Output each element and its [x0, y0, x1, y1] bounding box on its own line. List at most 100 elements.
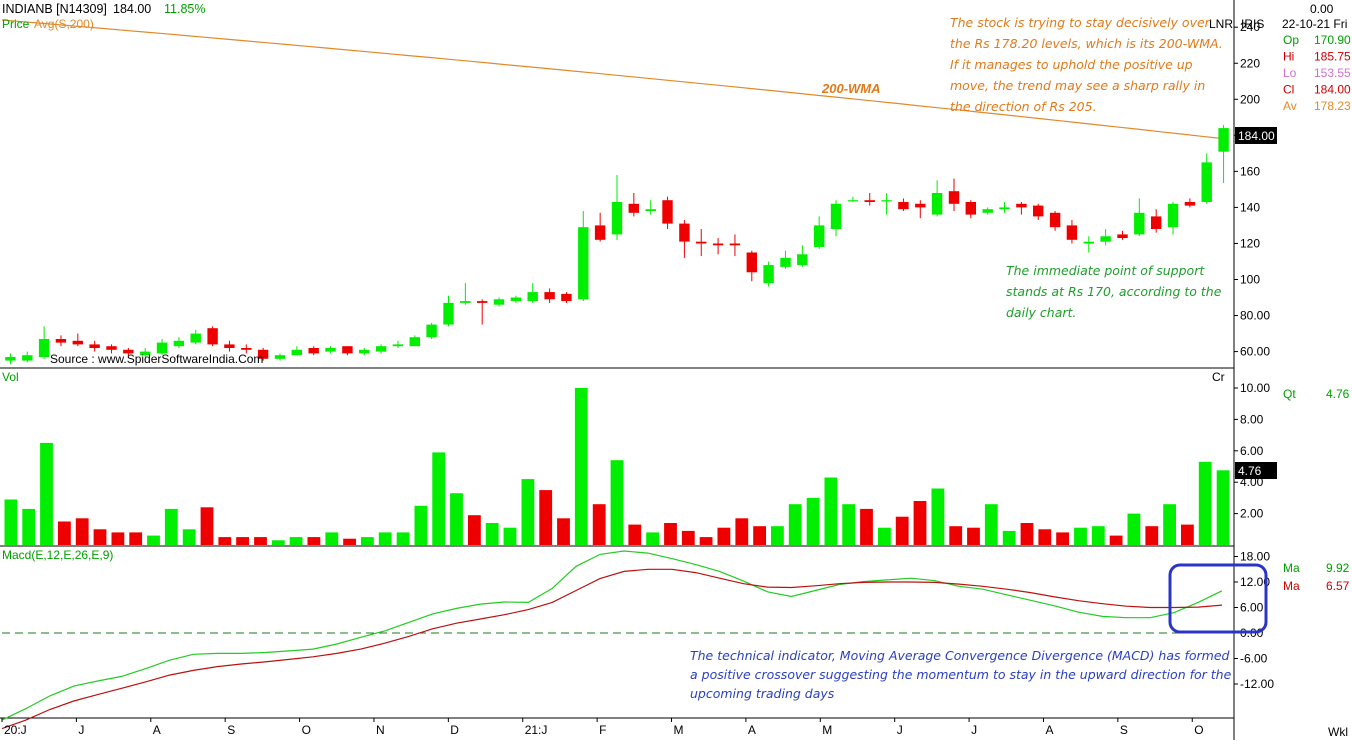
volume-bar [4, 499, 18, 545]
time-tick-label: 21:J [525, 723, 548, 737]
change-percent: 11.85% [164, 2, 205, 16]
price-tick-label: 140 [1240, 200, 1260, 214]
volume-bar [200, 507, 214, 545]
volume-bar [984, 504, 998, 545]
time-tick-label: 20:J [4, 723, 27, 737]
candle-body [325, 348, 336, 352]
candle-body [5, 357, 16, 361]
candle-body [763, 265, 774, 284]
candle-body [1117, 234, 1128, 238]
volume-bar [271, 540, 285, 545]
resistance-line: The stock is trying to stay decisively o… [950, 15, 1210, 30]
candle-body [375, 346, 387, 352]
volume-bar [1109, 535, 1123, 545]
source-watermark: Source : www.SpiderSoftwareIndia.Com [50, 352, 263, 366]
volume-bar [967, 527, 980, 545]
candle-body [679, 223, 690, 242]
volume-bar [361, 537, 374, 545]
resistance-line: the Rs 178.20 levels, which is its 200-W… [950, 36, 1223, 51]
volume-bar [806, 497, 820, 545]
volume-bar [735, 518, 749, 545]
support-line: The immediate point of support [1006, 263, 1205, 278]
candle-body [342, 346, 353, 354]
volume-bar [860, 508, 873, 545]
crossover-highlight-box [1168, 563, 1268, 634]
candle-body [1151, 216, 1162, 229]
volume-tick-label: 2.00 [1240, 507, 1264, 521]
candle-body [392, 344, 404, 347]
signal-legend-value: 6.57 [1326, 579, 1350, 593]
volume-bar [788, 504, 802, 545]
candle-body [830, 203, 842, 229]
macd-tick-label: 6.00 [1240, 601, 1264, 615]
time-tick-label: M [822, 723, 832, 737]
time-tick-label: A [153, 723, 161, 737]
time-tick-label: N [376, 723, 385, 737]
candle-body [931, 193, 943, 215]
candle-body [864, 200, 875, 202]
candle-body [1066, 225, 1078, 240]
candle-body [712, 243, 724, 246]
candle-body [527, 292, 538, 302]
volume-bar [1198, 461, 1212, 545]
macd-tick-label: 18.00 [1240, 550, 1270, 564]
candle-body [106, 346, 117, 350]
source-label: IRIS [1241, 17, 1264, 31]
candle-body [190, 333, 201, 343]
volume-bar [22, 508, 36, 545]
macd-line: The technical indicator, Moving Average … [690, 648, 1230, 663]
volume-bar [1181, 524, 1194, 545]
candle-body [257, 349, 269, 359]
volume-tick-label: 6.00 [1240, 444, 1264, 458]
candle-body [645, 209, 656, 211]
volume-bar [592, 504, 606, 545]
price-tick-label: 200 [1240, 92, 1260, 106]
price-tick-label: 240 [1240, 20, 1260, 34]
macd-annotation: The technical indicator, Moving Average … [690, 646, 1231, 703]
info-label: Hi [1283, 50, 1294, 64]
info-label: Cl [1283, 83, 1294, 97]
candle-body [156, 342, 168, 354]
volume-bar [182, 529, 196, 545]
scale-label: LNR [1209, 17, 1233, 31]
candle-body [578, 227, 589, 300]
time-tick-label: S [1120, 723, 1128, 737]
candle-body [493, 299, 505, 305]
info-label: Op [1283, 33, 1299, 47]
macd-line: a positive crossover suggesting the mome… [690, 667, 1232, 682]
signal-line [1, 568, 1223, 730]
date-label: 22-10-21 Fri [1282, 17, 1347, 31]
candle-body [915, 203, 926, 208]
time-tick-label: O [1194, 723, 1203, 737]
candle-body [611, 202, 623, 235]
volume-bar [557, 518, 570, 545]
candle-body [274, 355, 286, 359]
volume-bar [1127, 513, 1141, 545]
info-value: 153.55 [1314, 66, 1351, 80]
candle-body [477, 301, 488, 303]
time-tick-label: O [302, 723, 311, 737]
volume-bar [485, 523, 499, 545]
wma-annotation: 200-WMA [821, 81, 881, 96]
volume-bar [913, 501, 927, 545]
volume-bar [717, 527, 731, 545]
candle-body [1033, 205, 1044, 217]
volume-bar [147, 535, 160, 545]
candle-body [948, 191, 960, 204]
candle-body [1083, 241, 1094, 244]
candle-body [1016, 203, 1027, 208]
top-value: 0.00 [1310, 2, 1334, 16]
resistance-line: the direction of Rs 205. [950, 99, 1097, 114]
price-axis: 60.00 80.00 100 120 140 160 200 220 240 [1234, 20, 1270, 359]
qt-label: Qt [1283, 387, 1296, 401]
candle-body [746, 252, 757, 273]
last-price-tag-bg [1235, 127, 1277, 144]
candle-body [965, 202, 976, 215]
volume-bar [753, 526, 766, 545]
candle-body [662, 200, 673, 224]
macd-legend-label: Ma [1283, 561, 1300, 575]
last-volume-tag: 4.76 [1238, 464, 1262, 478]
price-tick-label: 120 [1240, 237, 1260, 251]
volume-bar [164, 508, 178, 545]
